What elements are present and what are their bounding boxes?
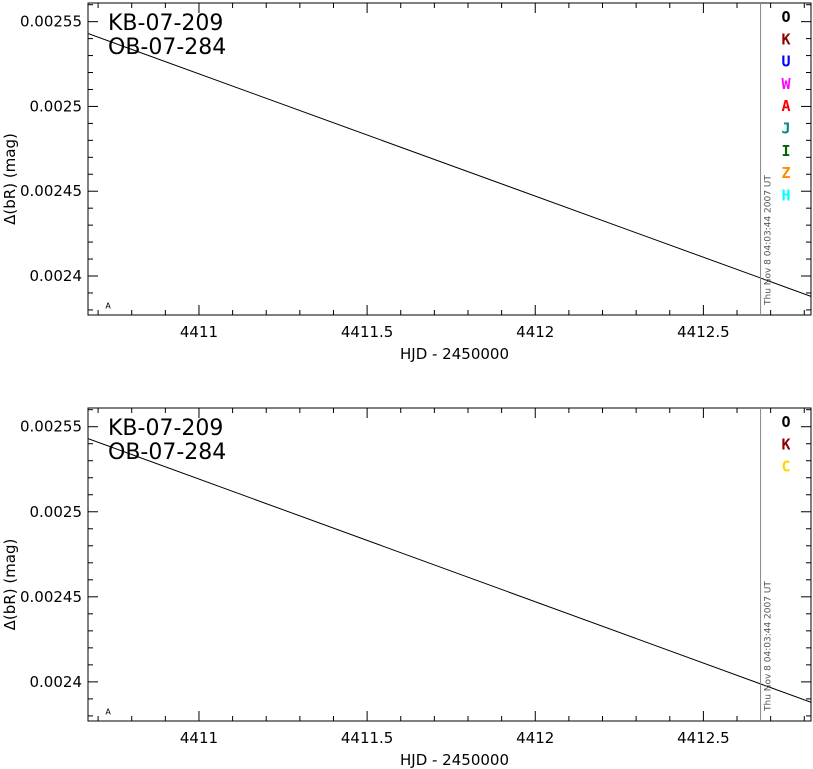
legend-entry: K xyxy=(781,435,790,453)
x-axis-label: HJD - 2450000 xyxy=(400,345,509,363)
plot-frame xyxy=(87,407,812,722)
y-tick-label: 0.00255 xyxy=(20,13,82,31)
y-tick-label: 0.00245 xyxy=(20,588,82,606)
model-curve-line xyxy=(88,438,811,703)
x-tick-label: 4412.5 xyxy=(677,323,730,341)
x-tick-label: 4412 xyxy=(516,323,554,341)
x-tick-label: 4412.5 xyxy=(677,729,730,747)
event-label: KB-07-209 xyxy=(108,11,223,36)
event-label: OB-07-284 xyxy=(108,440,226,465)
x-tick-label: 4412 xyxy=(516,729,554,747)
y-axis-label: Δ(bR) (mag) xyxy=(1,133,19,225)
y-tick-label: 0.00255 xyxy=(20,418,82,436)
timestamp-label: Thu Nov 8 04:03:44 2007 UT xyxy=(764,175,774,306)
plot-frame xyxy=(87,2,812,316)
legend-entry: H xyxy=(781,186,790,204)
x-tick-label: 4411.5 xyxy=(341,323,394,341)
legend-entry: I xyxy=(781,142,790,160)
legend-entry: U xyxy=(781,53,790,71)
timestamp-label: Thu Nov 8 04:03:44 2007 UT xyxy=(764,581,774,712)
y-tick-label: 0.00245 xyxy=(20,182,82,200)
y-tick-label: 0.0024 xyxy=(30,267,83,285)
legend-entry: A xyxy=(781,97,790,115)
legend-entry: W xyxy=(781,75,791,93)
event-label: OB-07-284 xyxy=(108,35,226,60)
x-axis-label: HJD - 2450000 xyxy=(400,751,509,769)
y-tick-label: 0.0024 xyxy=(30,673,83,691)
y-axis-label: Δ(bR) (mag) xyxy=(1,539,19,631)
y-tick-label: 0.0025 xyxy=(30,503,83,521)
legend-entry: O xyxy=(781,413,790,431)
model-curve-line xyxy=(88,33,811,297)
legend-entry: Z xyxy=(781,164,790,182)
x-tick-label: 4411.5 xyxy=(341,729,394,747)
x-tick-label: 4411 xyxy=(180,729,218,747)
chart-panel-1: 4411 4411.5 4412 4412.5 0.0024 0.00245 0.0025 0… xyxy=(1,2,812,363)
event-label: KB-07-209 xyxy=(108,416,223,441)
legend-entry: O xyxy=(781,8,790,26)
point-marker-label: A xyxy=(105,301,111,310)
y-tick-label: 0.0025 xyxy=(30,97,83,115)
chart-panel-2: 4411 4411.5 4412 4412.5 0.0024 0.00245 0.0025 0… xyxy=(1,407,812,769)
x-tick-label: 4411 xyxy=(180,323,218,341)
point-marker-label: A xyxy=(105,707,111,716)
legend-entry: K xyxy=(781,30,790,48)
legend-entry: C xyxy=(781,458,790,476)
legend-entry: J xyxy=(781,120,790,138)
